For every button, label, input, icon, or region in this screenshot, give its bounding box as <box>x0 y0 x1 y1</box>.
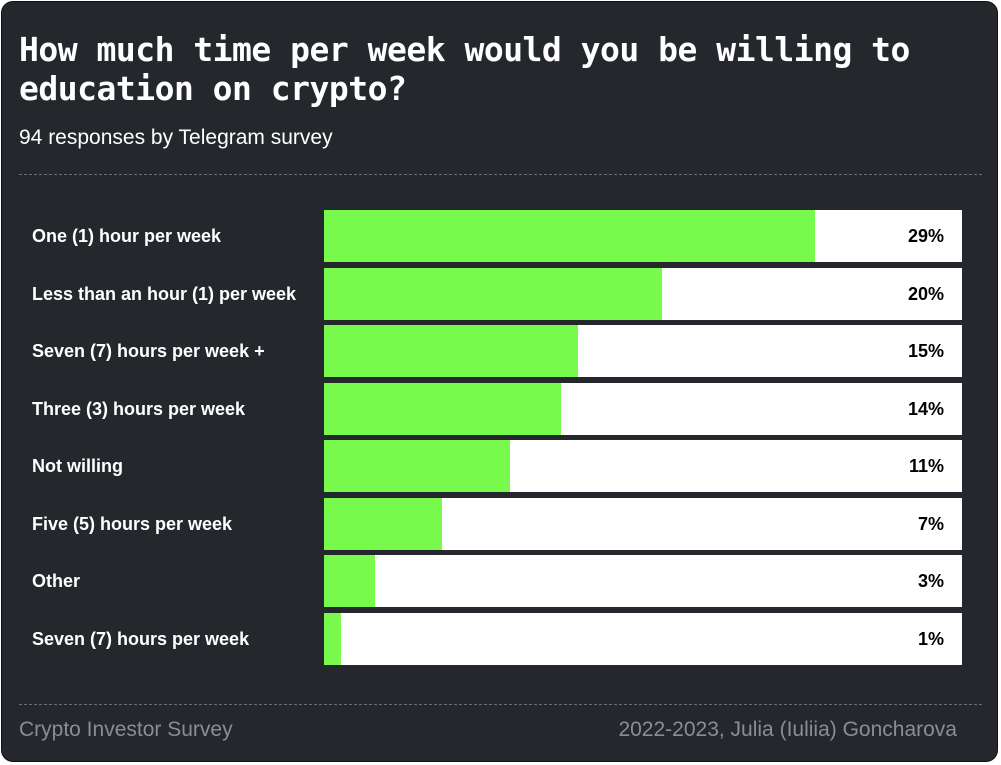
footer-source: Crypto Investor Survey <box>19 718 233 741</box>
footer-credit: 2022-2023, Julia (Iuliia) Goncharova <box>618 718 957 741</box>
bar-track: 29% <box>324 210 962 262</box>
bar-label: Seven (7) hours per week <box>32 629 250 649</box>
bar-value-label: 7% <box>917 514 944 534</box>
bar-value-label: 14% <box>907 399 944 419</box>
bar-value-label: 11% <box>908 456 944 476</box>
bar <box>324 268 662 320</box>
bar <box>324 555 375 607</box>
bar <box>324 613 341 665</box>
bar-value-label: 29% <box>907 226 944 246</box>
bar-label: Three (3) hours per week <box>32 399 246 419</box>
bar-track: 1% <box>324 613 962 665</box>
bar-track: 14% <box>324 383 962 435</box>
chart-subtitle: 94 responses by Telegram survey <box>19 126 333 149</box>
bar-label: One (1) hour per week <box>32 226 222 246</box>
bar-label: Less than an hour (1) per week <box>32 284 297 304</box>
bar-track: 15% <box>324 325 962 377</box>
bar-track: 3% <box>324 555 962 607</box>
bar <box>324 383 561 435</box>
bar-track: 20% <box>324 268 962 320</box>
bar-label: Not willing <box>32 456 123 476</box>
bar <box>324 210 815 262</box>
bar-label: Five (5) hours per week <box>32 514 233 534</box>
bar-track: 11% <box>324 440 962 492</box>
chart-title: How much time per week would you be will… <box>19 30 910 108</box>
bar-track: 7% <box>324 498 962 550</box>
bar-value-label: 15% <box>907 341 944 361</box>
bar-value-label: 3% <box>917 571 944 591</box>
bar <box>324 325 578 377</box>
bar <box>324 440 510 492</box>
top-divider <box>19 174 982 175</box>
bar-value-label: 1% <box>917 629 944 649</box>
bar <box>324 498 442 550</box>
bar-label: Other <box>32 571 81 591</box>
bar-value-label: 20% <box>907 284 944 304</box>
bottom-divider <box>19 704 982 705</box>
bar-label: Seven (7) hours per week + <box>32 341 265 361</box>
